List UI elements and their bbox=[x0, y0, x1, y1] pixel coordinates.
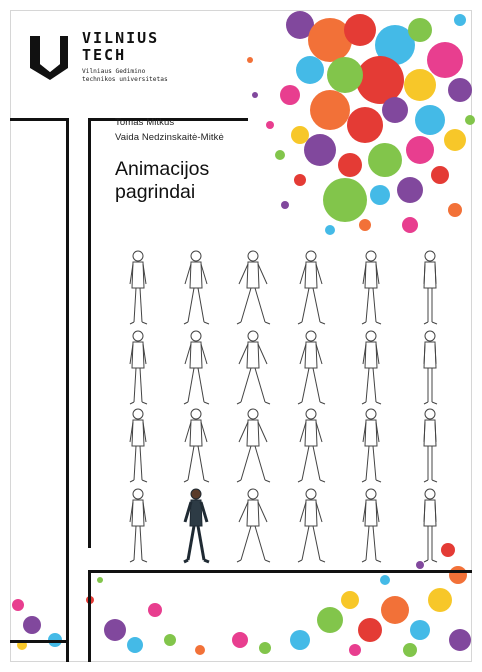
frame-line-left-outer bbox=[88, 118, 91, 548]
title-line-1: Animacijos bbox=[115, 158, 210, 180]
walking-figure-sketch bbox=[183, 408, 210, 483]
walking-man-colored-figure bbox=[183, 488, 210, 564]
walking-figure-sketch bbox=[361, 488, 382, 563]
walk-cycle-illustration bbox=[108, 248, 458, 568]
walking-figure-sketch bbox=[129, 408, 148, 483]
logo-wordmark: VILNIUS TECH bbox=[82, 30, 192, 64]
walking-figure-sketch bbox=[129, 250, 148, 325]
frame-line-bottom bbox=[88, 570, 472, 573]
logo-brand-line2: TECH bbox=[82, 46, 127, 64]
author-2: Vaida Nedzinskaitė-Mitkė bbox=[115, 132, 224, 143]
frame-line-bottom-left bbox=[10, 640, 68, 643]
walking-figure-sketch bbox=[236, 408, 271, 483]
author-1: Tomas Mitkus bbox=[115, 117, 175, 128]
walking-figure-sketch bbox=[183, 330, 210, 405]
walking-figure-sketch bbox=[297, 408, 326, 483]
frame-line-bottom-stem bbox=[88, 570, 91, 662]
walking-figure-sketch bbox=[423, 488, 438, 563]
logo-sub-line1: Vilniaus Gedimino bbox=[82, 68, 146, 75]
walking-figure-sketch bbox=[361, 408, 382, 483]
logo-subtitle: Vilniaus Gedimino technikos universiteta… bbox=[82, 68, 202, 84]
title-line-2: pagrindai bbox=[115, 181, 196, 203]
frame-line-top-left bbox=[10, 118, 68, 121]
walking-figure-sketch bbox=[297, 330, 326, 405]
walking-figure-sketch bbox=[423, 250, 438, 325]
book-title: Animacijos pagrindai bbox=[115, 158, 315, 204]
frame-line-top-right bbox=[88, 118, 248, 121]
walking-figure-sketch bbox=[423, 330, 438, 405]
walking-figure-sketch bbox=[423, 408, 438, 483]
walking-figure-sketch bbox=[361, 330, 382, 405]
vilnius-tech-logo-icon bbox=[30, 36, 68, 80]
walking-figure-sketch bbox=[183, 250, 210, 325]
walking-figure-sketch bbox=[129, 488, 148, 563]
walking-figure-sketch bbox=[236, 488, 271, 563]
walking-figure-sketch bbox=[297, 488, 326, 563]
walking-figure-sketch bbox=[236, 250, 271, 325]
walking-figure-sketch bbox=[129, 330, 148, 405]
logo-brand-line1: VILNIUS bbox=[82, 29, 160, 47]
logo-sub-line2: technikos universitetas bbox=[82, 76, 168, 83]
frame-line-left-inner bbox=[66, 118, 69, 662]
walking-figure-sketch bbox=[361, 250, 382, 325]
walking-figure-sketch bbox=[236, 330, 271, 405]
walking-figure-sketch bbox=[297, 250, 326, 325]
